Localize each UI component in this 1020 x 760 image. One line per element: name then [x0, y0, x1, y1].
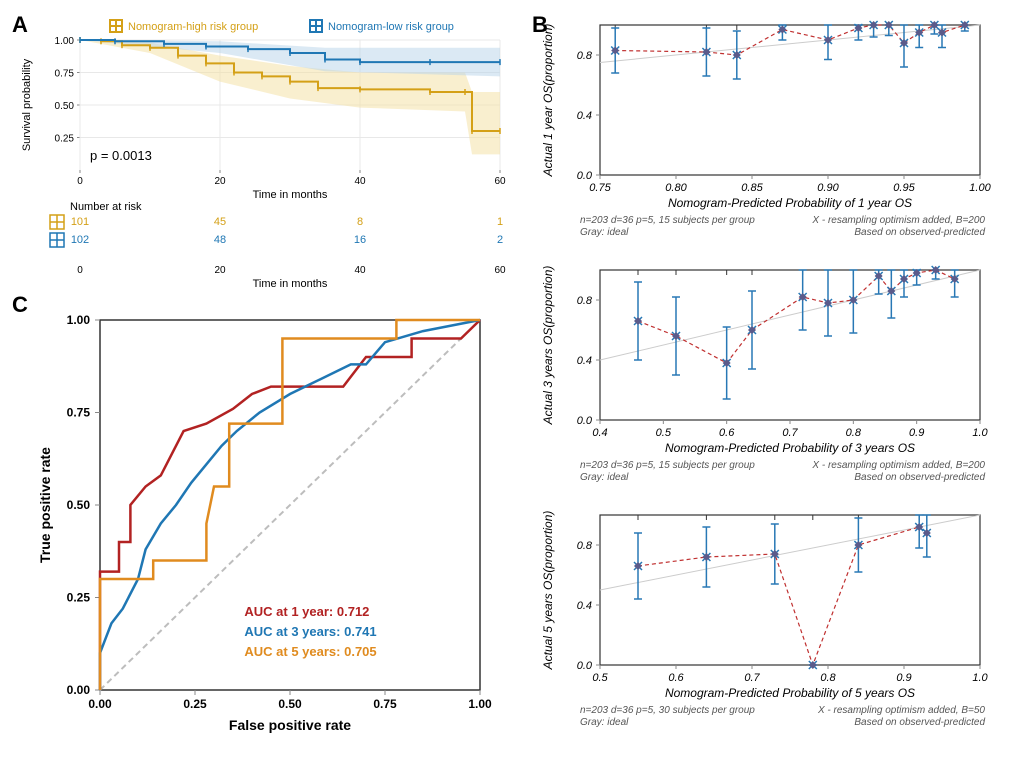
svg-text:Number at risk: Number at risk [70, 201, 142, 213]
svg-text:Nomogram-high risk group: Nomogram-high risk group [128, 21, 258, 33]
svg-text:0.75: 0.75 [589, 182, 611, 194]
svg-text:0.25: 0.25 [55, 134, 75, 145]
panel-c-label: C [12, 292, 28, 318]
svg-text:0.8: 0.8 [577, 540, 593, 552]
svg-text:0.7: 0.7 [744, 672, 760, 684]
svg-text:0.0: 0.0 [577, 415, 593, 427]
figure: A Nomogram-high risk group Nomogram-low r… [10, 10, 1010, 750]
svg-text:101: 101 [71, 216, 89, 228]
svg-text:1.00: 1.00 [55, 36, 75, 47]
svg-text:p = 0.0013: p = 0.0013 [90, 148, 152, 163]
svg-text:20: 20 [214, 176, 226, 187]
svg-text:Gray: ideal: Gray: ideal [580, 717, 629, 728]
svg-text:X - resampling optimism added,: X - resampling optimism added, B=200 [811, 460, 985, 471]
svg-text:0.6: 0.6 [719, 427, 735, 439]
svg-text:0.0: 0.0 [577, 170, 593, 182]
svg-text:Survival probability: Survival probability [21, 58, 33, 151]
svg-text:Time in months: Time in months [253, 278, 328, 290]
svg-text:0.9: 0.9 [896, 672, 911, 684]
svg-text:0.4: 0.4 [577, 600, 592, 612]
svg-text:2: 2 [497, 234, 503, 246]
svg-text:1: 1 [497, 216, 503, 228]
svg-text:48: 48 [214, 234, 226, 246]
svg-text:40: 40 [354, 176, 366, 187]
svg-text:1.0: 1.0 [972, 427, 988, 439]
svg-text:0.50: 0.50 [55, 101, 75, 112]
svg-text:0.25: 0.25 [67, 591, 91, 605]
panel-a: A Nomogram-high risk group Nomogram-low r… [10, 10, 530, 290]
svg-text:n=203 d=36 p=5, 15 subjects pe: n=203 d=36 p=5, 15 subjects per group [580, 460, 755, 471]
svg-text:0.85: 0.85 [741, 182, 763, 194]
svg-text:20: 20 [214, 265, 226, 276]
svg-text:Based on observed-predicted: Based on observed-predicted [854, 472, 985, 483]
svg-text:True positive rate: True positive rate [37, 447, 53, 563]
svg-text:False positive rate: False positive rate [229, 717, 351, 733]
svg-text:AUC at 1 year: 0.712: AUC at 1 year: 0.712 [244, 604, 369, 619]
svg-text:1.00: 1.00 [67, 313, 91, 327]
svg-text:0.8: 0.8 [846, 427, 862, 439]
svg-text:Gray: ideal: Gray: ideal [580, 472, 629, 483]
svg-text:16: 16 [354, 234, 366, 246]
svg-text:Time in months: Time in months [253, 189, 328, 201]
svg-text:0.8: 0.8 [820, 672, 836, 684]
svg-text:0.75: 0.75 [373, 697, 397, 711]
svg-text:Nomogram-Predicted Probability: Nomogram-Predicted Probability of 1 year… [668, 196, 912, 210]
svg-text:X - resampling optimism added,: X - resampling optimism added, B=50 [817, 705, 985, 716]
svg-text:Nomogram-Predicted Probability: Nomogram-Predicted Probability of 3 year… [665, 441, 915, 455]
svg-text:0.90: 0.90 [817, 182, 839, 194]
svg-text:0.75: 0.75 [55, 69, 75, 80]
calibration-plots: 0.750.800.850.900.951.000.00.40.8Nomogra… [530, 10, 1010, 750]
panel-c: C 0.000.00 0.25 0.25 0.50 0.50 0.75 0.75 1.00 1.… [10, 290, 530, 750]
svg-text:60: 60 [494, 265, 506, 276]
svg-text:0.8: 0.8 [577, 50, 593, 62]
svg-text:40: 40 [354, 265, 366, 276]
svg-text:0.9: 0.9 [909, 427, 924, 439]
svg-text:0.95: 0.95 [893, 182, 915, 194]
svg-text:0.5: 0.5 [592, 672, 608, 684]
svg-text:0.4: 0.4 [577, 110, 592, 122]
svg-text:0.50: 0.50 [278, 697, 302, 711]
svg-text:0.50: 0.50 [67, 498, 91, 512]
svg-text:0: 0 [77, 265, 83, 276]
svg-text:Actual 5 years OS(proportion): Actual 5 years OS(proportion) [541, 511, 555, 671]
svg-text:Nomogram-low risk group: Nomogram-low risk group [328, 21, 454, 33]
svg-text:0.4: 0.4 [592, 427, 607, 439]
svg-text:0.6: 0.6 [668, 672, 684, 684]
svg-text:0.8: 0.8 [577, 295, 593, 307]
panel-a-label: A [12, 12, 28, 38]
svg-text:X - resampling optimism added,: X - resampling optimism added, B=200 [811, 215, 985, 226]
panel-b-label: B [532, 12, 548, 38]
svg-text:n=203 d=36 p=5, 15 subjects pe: n=203 d=36 p=5, 15 subjects per group [580, 215, 755, 226]
svg-text:0.80: 0.80 [665, 182, 687, 194]
roc-plot: 0.000.00 0.25 0.25 0.50 0.50 0.75 0.75 1.00 1.00… [10, 290, 530, 750]
svg-text:0.5: 0.5 [656, 427, 672, 439]
svg-text:0.7: 0.7 [782, 427, 798, 439]
svg-text:0.75: 0.75 [67, 406, 91, 420]
svg-text:1.00: 1.00 [468, 697, 492, 711]
svg-text:AUC at 3 years: 0.741: AUC at 3 years: 0.741 [244, 624, 376, 639]
svg-text:0.4: 0.4 [577, 355, 592, 367]
svg-text:45: 45 [214, 216, 226, 228]
svg-text:0.00: 0.00 [88, 697, 112, 711]
km-plot: Nomogram-high risk group Nomogram-low ris… [10, 10, 530, 290]
panel-b: B 0.750.800.850.900.951.000.00.40.8Nomog… [530, 10, 1010, 750]
svg-text:8: 8 [357, 216, 363, 228]
svg-text:Based on observed-predicted: Based on observed-predicted [854, 227, 985, 238]
svg-text:Actual 1 year OS(proportion): Actual 1 year OS(proportion) [541, 24, 555, 178]
svg-text:0: 0 [77, 176, 83, 187]
svg-text:Actual 3 years OS(proportion): Actual 3 years OS(proportion) [541, 266, 555, 426]
svg-text:AUC at 5 years: 0.705: AUC at 5 years: 0.705 [244, 644, 376, 659]
svg-text:1.00: 1.00 [969, 182, 991, 194]
svg-text:60: 60 [494, 176, 506, 187]
svg-text:0.25: 0.25 [183, 697, 207, 711]
svg-text:Gray: ideal: Gray: ideal [580, 227, 629, 238]
svg-text:Nomogram-Predicted Probability: Nomogram-Predicted Probability of 5 year… [665, 686, 915, 700]
svg-text:0.00: 0.00 [67, 683, 91, 697]
svg-text:n=203 d=36 p=5, 30 subjects pe: n=203 d=36 p=5, 30 subjects per group [580, 705, 755, 716]
svg-text:0.0: 0.0 [577, 660, 593, 672]
svg-text:102: 102 [71, 234, 89, 246]
svg-text:Based on observed-predicted: Based on observed-predicted [854, 717, 985, 728]
svg-text:1.0: 1.0 [972, 672, 988, 684]
